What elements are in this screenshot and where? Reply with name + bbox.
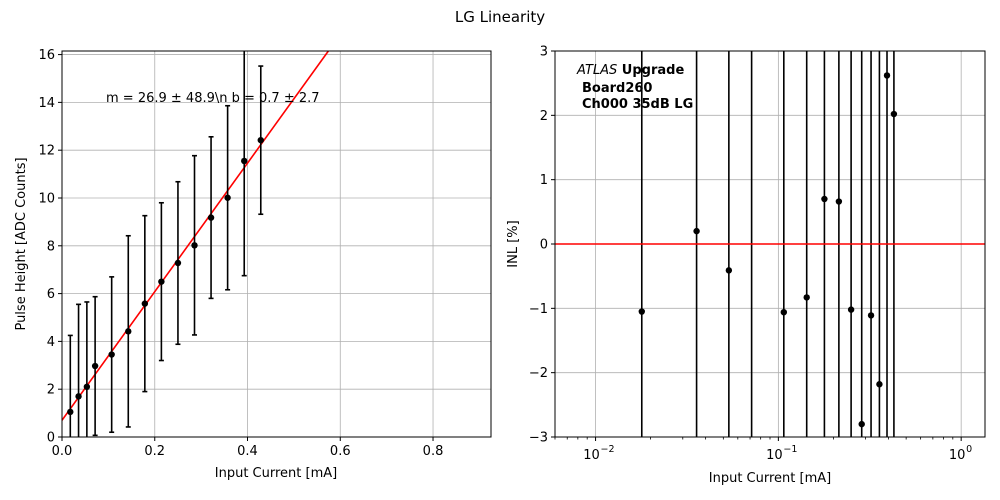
inl-point <box>803 294 810 301</box>
linearity-y-tick-label: 14 <box>38 96 55 111</box>
linearity-y-tick-label: 12 <box>38 144 55 159</box>
linearity-x-tick-label: 0.6 <box>330 444 351 459</box>
inl-x-tick-exponent: 0 <box>966 444 972 455</box>
data-point <box>108 351 115 358</box>
inl-points <box>638 72 898 428</box>
linearity-x-tick-label: 0.4 <box>237 444 258 459</box>
linearity-grid <box>61 51 491 438</box>
data-point <box>191 242 198 249</box>
inl-y-tick-label: 2 <box>540 109 548 124</box>
inl-x-tick-exponent: −2 <box>601 444 615 455</box>
inl-x-tick-label: 10 <box>766 448 783 463</box>
inl-ylabel: INL [%] <box>506 220 521 267</box>
inl-y-tick-label: −1 <box>529 302 548 317</box>
linearity-y-tick-label: 16 <box>38 48 55 63</box>
inl-point <box>693 227 700 235</box>
linearity-y-tick-label: 4 <box>47 335 55 350</box>
atlas-italic: ATLAS <box>576 63 617 78</box>
inl-xlabel: Input Current [mA] <box>709 471 831 486</box>
inl-point <box>780 308 788 316</box>
data-point <box>91 362 99 370</box>
inl-x-tick-label: 10 <box>583 448 600 463</box>
inl-x-tick-exponent: −1 <box>783 444 797 455</box>
inl-point <box>876 381 883 388</box>
linearity-y-tick-label: 10 <box>38 191 55 206</box>
linearity-error-bars <box>67 51 264 437</box>
fit-annotation: m = 26.9 ± 48.9\n b = 0.7 ± 2.7 <box>106 91 320 106</box>
linearity-x-tick-label: 0.2 <box>144 444 165 459</box>
data-point <box>141 300 149 307</box>
inl-point <box>858 420 865 428</box>
linearity-y-tick-label: 6 <box>47 287 55 302</box>
linearity-xlabel: Input Current [mA] <box>215 466 337 481</box>
inl-y-tick-label: 0 <box>540 238 548 253</box>
linearity-axes-frame <box>61 50 492 438</box>
data-point <box>207 214 215 221</box>
linearity-y-tick-label: 2 <box>47 383 55 398</box>
atlas-upgrade: Upgrade <box>617 63 684 78</box>
inl-y-tick-label: −3 <box>529 431 548 446</box>
inl-point <box>883 72 891 79</box>
inl-point <box>638 308 645 315</box>
data-point <box>125 328 132 335</box>
linearity-ticks: 0.0 0.2 0.4 0.6 0.8 0 2 4 6 8 10 12 14 16 <box>38 48 443 459</box>
inl-x-tick-label: 10 <box>949 448 966 463</box>
linearity-x-tick-label: 0.8 <box>423 444 444 459</box>
data-point <box>224 194 231 201</box>
linearity-y-tick-label: 8 <box>47 239 55 254</box>
data-point <box>241 157 248 165</box>
inl-point <box>890 110 898 118</box>
board-label: Board260 <box>582 81 652 96</box>
linearity-x-tick-label: 0.0 <box>52 444 73 459</box>
inl-point <box>835 198 843 205</box>
channel-label: Ch000 35dB LG <box>582 97 693 112</box>
inl-point <box>847 306 855 313</box>
inl-point <box>821 195 828 203</box>
inl-point <box>725 267 733 274</box>
inl-y-tick-label: −2 <box>529 366 548 381</box>
data-point <box>83 383 91 391</box>
data-point <box>257 136 264 144</box>
linearity-y-tick-label: 0 <box>47 431 55 446</box>
data-point <box>158 278 165 285</box>
figure-title: LG Linearity <box>455 8 545 26</box>
inl-point <box>867 312 875 319</box>
linearity-ylabel: Pulse Height [ADC Counts] <box>14 157 29 330</box>
data-point <box>67 408 74 416</box>
data-point <box>75 393 82 400</box>
inl-y-tick-label: 1 <box>540 173 548 188</box>
data-point <box>174 259 182 267</box>
inl-y-tick-label: 3 <box>540 45 548 60</box>
linearity-plot: 0.0 0.2 0.4 0.6 0.8 0 2 4 6 8 10 12 14 16 m = 26.9 ± … <box>14 48 492 481</box>
atlas-label: ATLAS Upgrade <box>576 63 684 78</box>
linearity-points <box>67 136 264 416</box>
